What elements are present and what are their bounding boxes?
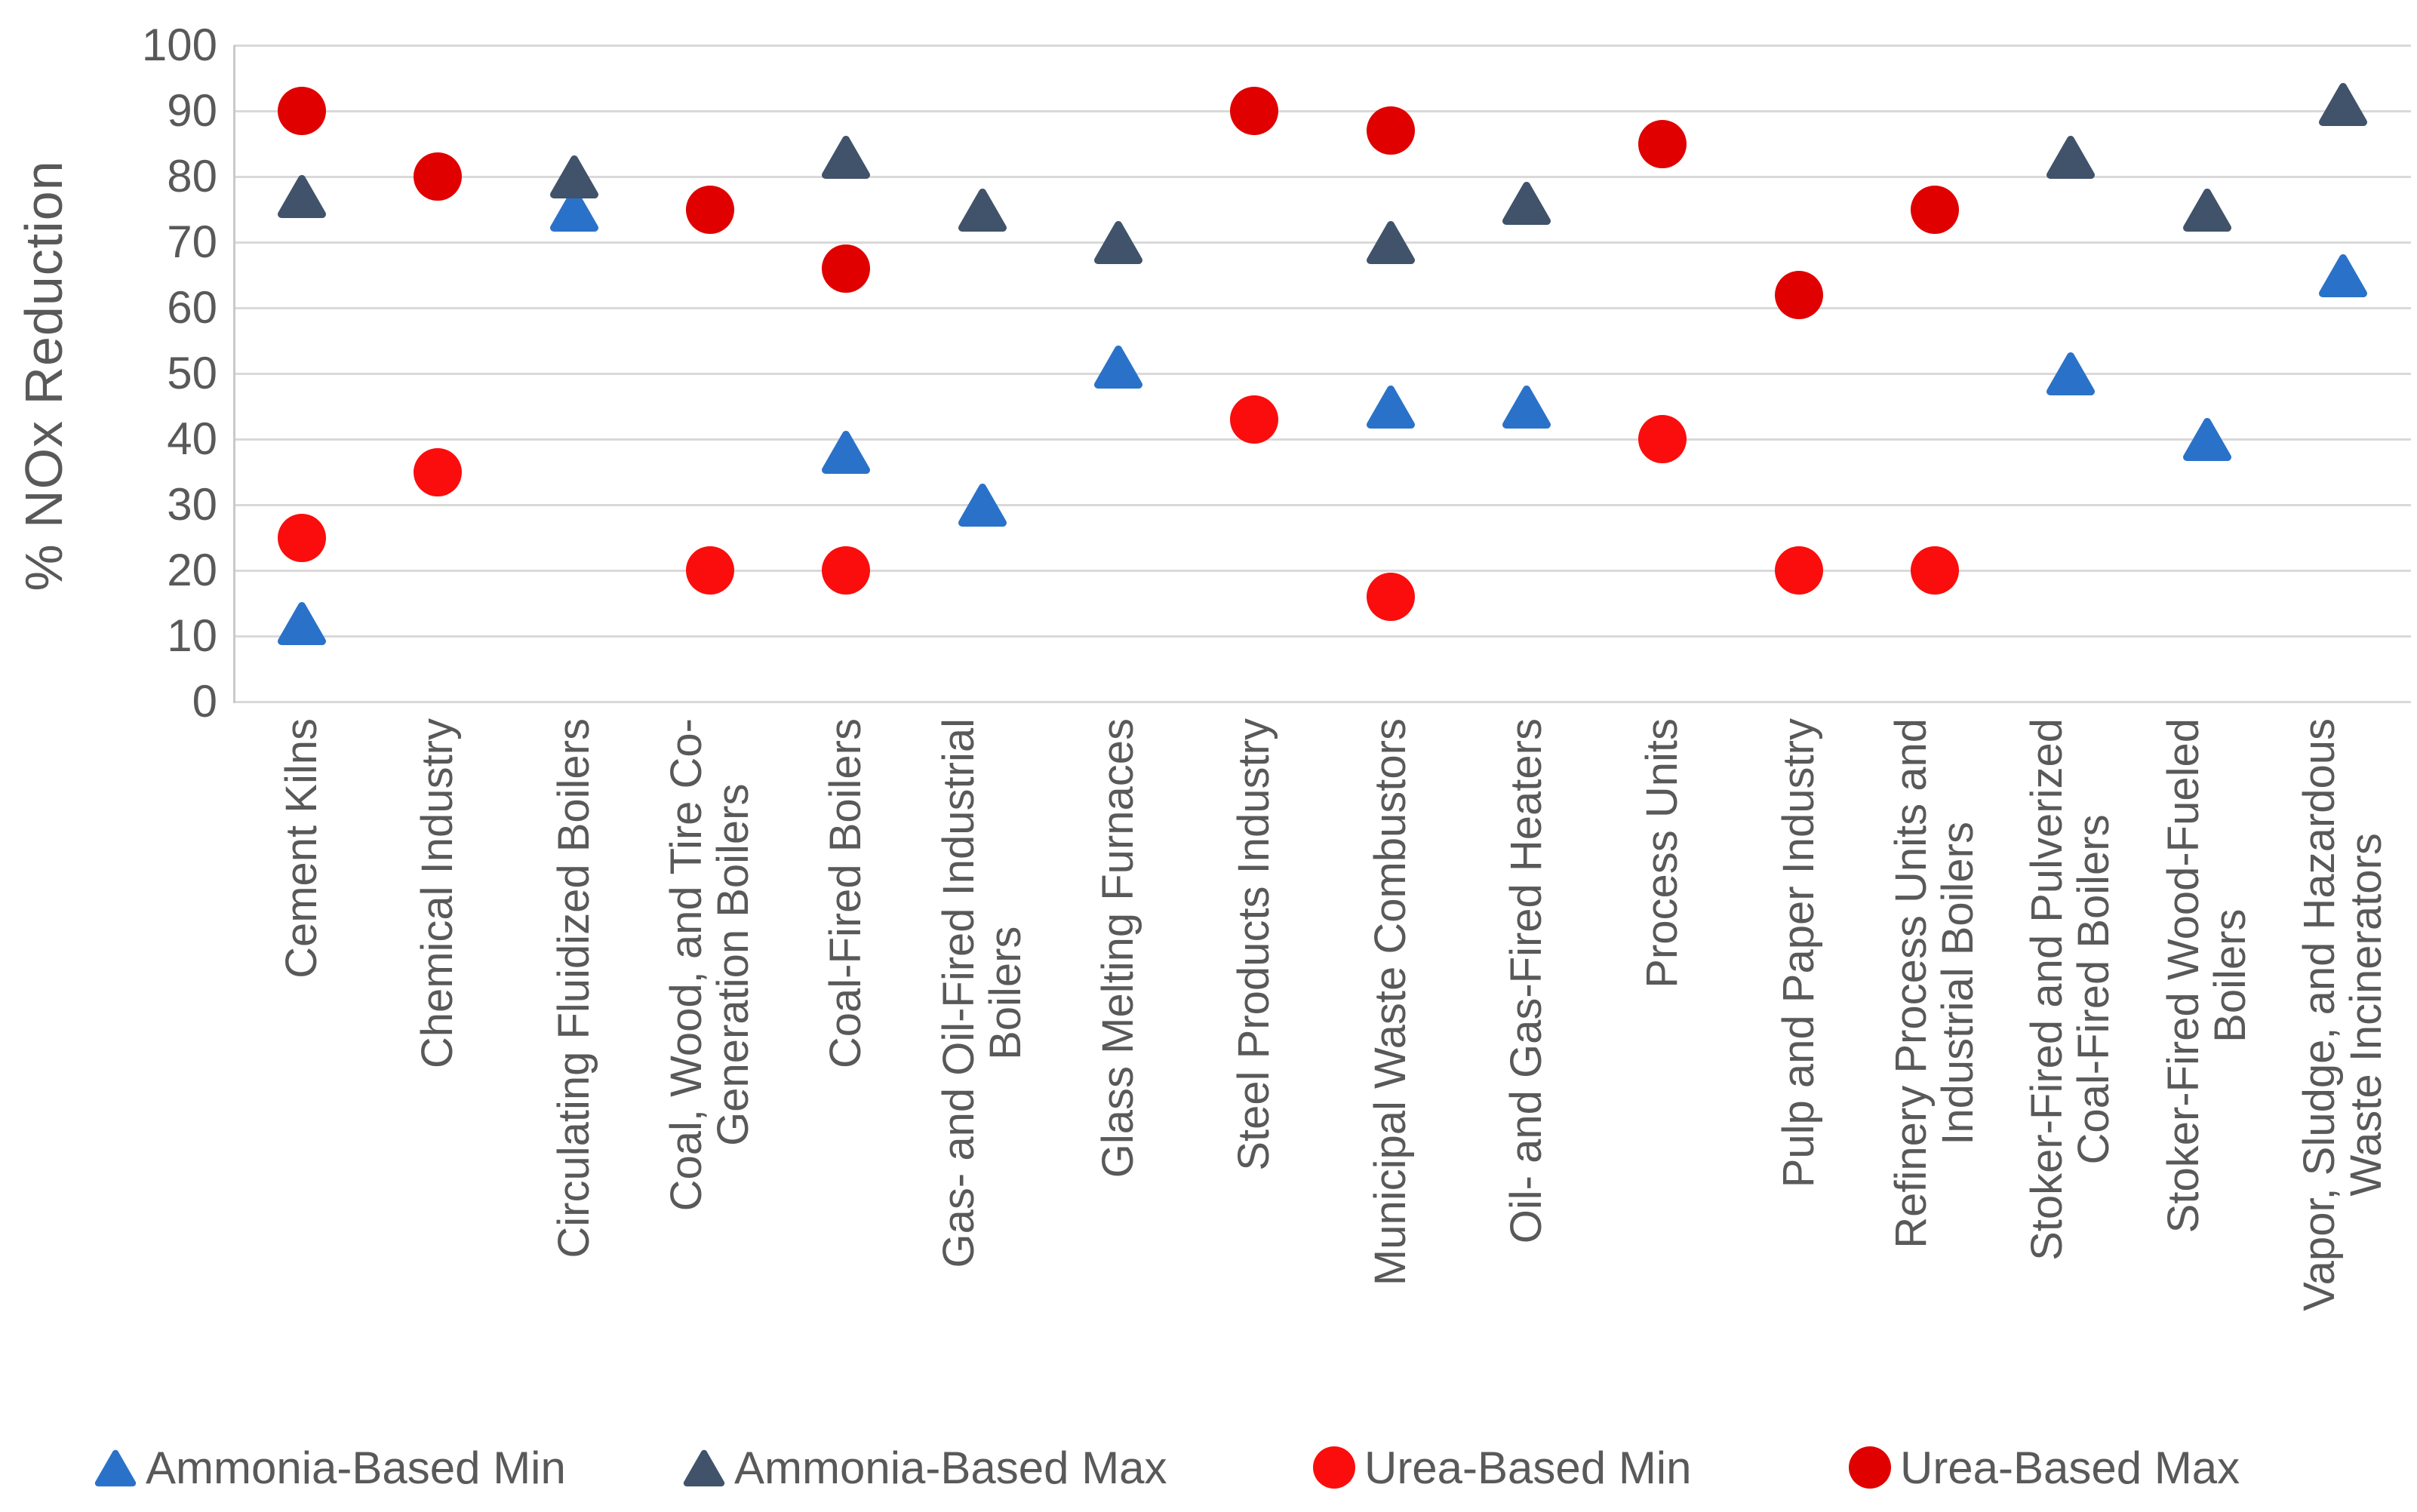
marker-urea-based-max [1230,87,1279,135]
y-tick-label: 70 [167,217,217,267]
category-label-text: Refinery Process Units and Industrial Boi… [1886,718,1982,1249]
category-label-text: Coal-Fired Boilers [821,718,871,1069]
marker-ammonia-based-max [277,173,327,223]
marker-urea-based-min [1230,395,1279,444]
legend-triangle-icon [94,1448,137,1488]
y-tick-label: 80 [167,151,217,201]
marker-ammonia-based-max [2046,134,2096,184]
gridline [234,175,2411,178]
gridline [234,569,2411,572]
gridline [234,503,2411,506]
category-label-text: Circulating Fluidized Boilers [549,718,598,1258]
marker-ammonia-based-min [2182,416,2232,466]
marker-ammonia-based-max [958,186,1007,237]
y-tick-label: 10 [167,610,217,661]
legend-item-urea-based-min: Urea-Based Min [1313,1435,1692,1500]
marker-urea-based-max [822,244,871,293]
marker-urea-based-min [414,447,463,496]
gridline [234,438,2411,441]
gridline [234,241,2411,244]
marker-urea-based-min [278,513,327,562]
marker-urea-based-min [686,546,735,595]
marker-urea-based-max [278,87,327,135]
marker-ammonia-based-max [2182,186,2232,237]
legend-circle-icon [1849,1446,1891,1489]
category-label-text: Cement Kilns [277,718,327,979]
legend-label: Ammonia-Based Max [734,1442,1167,1493]
marker-ammonia-based-max [821,134,871,184]
y-tick-label: 90 [167,85,217,136]
marker-ammonia-based-max [1366,219,1416,269]
y-tick-label: 30 [167,479,217,530]
legend-item-ammonia-based-min: Ammonia-Based Min [94,1435,566,1500]
y-tick-label: 40 [167,413,217,464]
category-label-text: Glass Melting Furnaces [1093,718,1143,1179]
category-label-text: Oil- and Gas-Fired Heaters [1501,718,1551,1244]
legend-circle-icon [1313,1446,1355,1489]
category-label-text: Gas- and Oil-Fired Industrial Boilers [933,718,1030,1268]
legend-item-urea-based-max: Urea-Based Max [1849,1435,2240,1500]
gridline [234,372,2411,375]
category-label-text: Vapor, Sludge, and Hazardous Waste Incine… [2294,718,2391,1311]
marker-urea-based-max [1638,119,1687,168]
marker-ammonia-based-max [1502,180,1551,230]
category-label-text: Chemical Industry [413,718,463,1069]
marker-urea-based-max [1910,185,1959,234]
marker-urea-based-max [686,185,735,234]
legend-label: Urea-Based Min [1364,1442,1692,1493]
gridline [234,700,2411,703]
y-tick-label: 50 [167,348,217,398]
gridline [234,109,2411,112]
category-label-text: Process Units [1637,718,1687,988]
category-label-text: Stoker-Fired and Pulverized Coal-Fired Bo… [2022,718,2119,1261]
marker-ammonia-based-min [277,600,327,650]
gridline [234,635,2411,638]
legend-item-ammonia-based-max: Ammonia-Based Max [683,1435,1167,1500]
category-label-text: Municipal Waste Combustors [1365,718,1415,1286]
marker-ammonia-based-min [2046,350,2096,401]
marker-urea-based-max [1774,270,1823,319]
marker-ammonia-based-max [1093,219,1143,269]
marker-urea-based-max [1366,106,1415,155]
marker-ammonia-based-min [1093,343,1143,394]
marker-ammonia-based-min [2318,252,2368,303]
gridline [234,44,2411,47]
marker-urea-based-min [1638,415,1687,463]
marker-urea-based-min [822,546,871,595]
legend-label: Ammonia-Based Min [146,1442,566,1493]
marker-ammonia-based-min [1502,383,1551,434]
marker-ammonia-based-max [549,153,599,204]
marker-ammonia-based-min [821,429,871,479]
category-label-text: Steel Products Industry [1229,718,1279,1171]
marker-urea-based-min [1366,572,1415,621]
category-label-text: Stoker-Fired Wood-Fueled Boilers [2158,718,2255,1234]
y-tick-label: 100 [141,20,217,70]
legend-label: Urea-Based Max [1900,1442,2240,1493]
marker-urea-based-min [1910,546,1959,595]
y-tick-label: 0 [192,676,217,727]
gridline [234,306,2411,309]
y-tick-label: 20 [167,545,217,595]
marker-urea-based-min [1774,546,1823,595]
y-axis-line [233,45,235,703]
legend-triangle-icon [683,1448,725,1488]
marker-ammonia-based-min [1366,383,1416,434]
marker-ammonia-based-max [2318,81,2368,131]
y-tick-label: 60 [167,282,217,333]
marker-urea-based-max [414,152,463,201]
category-label-text: Pulp and Paper Industry [1773,718,1823,1188]
marker-ammonia-based-min [958,481,1007,532]
marker-ammonia-based-min [549,186,599,237]
category-label-text: Coal, Wood, and Tire Co- Generation Boile… [662,718,758,1212]
